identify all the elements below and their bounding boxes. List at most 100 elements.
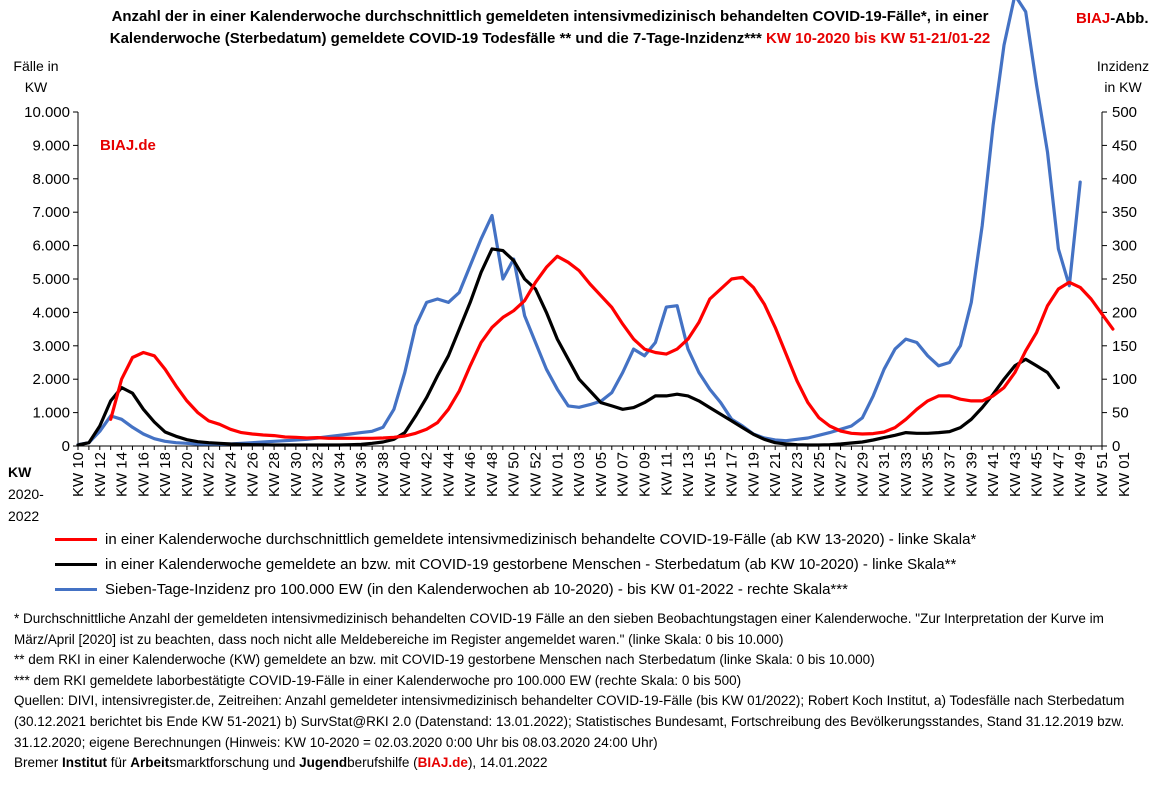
badge-red: BIAJ bbox=[1076, 10, 1111, 27]
title-line-2: Kalenderwoche (Sterbedatum) gemeldete CO… bbox=[30, 28, 1070, 50]
left-tick-label: 9.000 bbox=[32, 137, 70, 154]
x-tick-label: KW 30 bbox=[288, 452, 305, 497]
footnote-3: *** dem RKI gemeldete laborbestätigte CO… bbox=[14, 672, 742, 688]
x-tick-label: KW 11 bbox=[658, 452, 675, 496]
left-tick-label: 7.000 bbox=[32, 204, 70, 221]
left-tick-label: 1.000 bbox=[32, 405, 70, 422]
footnote-sources: Quellen: DIVI, intensivregister.de, Zeit… bbox=[14, 693, 1125, 750]
series-line-icu bbox=[109, 254, 1115, 440]
x-tick-label: KW 18 bbox=[157, 452, 174, 497]
legend-item-deaths: in einer Kalenderwoche gemeldete an bzw.… bbox=[55, 552, 976, 577]
right-tick-label: 50 bbox=[1112, 405, 1129, 422]
left-axis-label-2: KW bbox=[24, 79, 48, 95]
x-tick-label: KW 17 bbox=[724, 452, 741, 497]
x-tick-label: KW 34 bbox=[331, 452, 348, 497]
left-tick-label: 0 bbox=[62, 438, 70, 455]
publisher-part-bold: Institut bbox=[62, 755, 108, 771]
right-tick-label: 450 bbox=[1112, 137, 1137, 154]
x-tick-label: KW 15 bbox=[702, 452, 719, 497]
publisher-part-bold: Arbeit bbox=[130, 755, 170, 771]
x-tick-label: KW 33 bbox=[898, 452, 915, 497]
publisher-part: ), 14.01.2022 bbox=[467, 755, 548, 771]
x-axis-ticks: KW 10 KW 12 KW 14 KW 16 KW 18 KW 20 KW 22 KW 24… bbox=[70, 446, 1133, 497]
x-tick-label: KW 52 bbox=[528, 452, 545, 497]
legend-label-icu: in einer Kalenderwoche durchschnittlich … bbox=[105, 531, 977, 548]
x-tick-label: KW 09 bbox=[636, 452, 653, 497]
left-tick-label: 3.000 bbox=[32, 338, 70, 355]
series-lines bbox=[76, 0, 1115, 447]
legend-label-deaths: in einer Kalenderwoche gemeldete an bzw.… bbox=[105, 556, 957, 573]
publisher-part: Bremer bbox=[14, 755, 63, 771]
x-tick-label: KW 20 bbox=[179, 452, 196, 497]
x-tick-label: KW 13 bbox=[680, 452, 697, 497]
x-tick-label: KW 29 bbox=[854, 452, 871, 497]
left-axis-label: Fälle in KW bbox=[8, 56, 64, 98]
right-axis-ticks: 0 50 100 150 200 250 300 350 400 450 500 bbox=[1102, 104, 1137, 455]
right-axis-label-1: Inzidenz bbox=[1096, 58, 1150, 74]
left-axis-label-1: Fälle in bbox=[13, 58, 59, 74]
x-axis-label-2: 2020- bbox=[8, 486, 44, 502]
footnotes: * Durchschnittliche Anzahl der gemeldete… bbox=[14, 609, 1159, 774]
right-tick-label: 200 bbox=[1112, 304, 1137, 321]
x-tick-label: KW 21 bbox=[767, 452, 784, 497]
x-tick-label: KW 03 bbox=[571, 452, 588, 497]
left-tick-label: 4.000 bbox=[32, 304, 70, 321]
x-tick-label: KW 10 bbox=[70, 452, 87, 497]
x-tick-label: KW 28 bbox=[266, 452, 283, 497]
left-tick-label: 5.000 bbox=[32, 271, 70, 288]
x-tick-label: KW 12 bbox=[92, 452, 109, 497]
x-axis-label: KW 2020- 2022 bbox=[8, 461, 64, 527]
series-line-deaths bbox=[76, 247, 1061, 447]
x-tick-label: KW 01 bbox=[549, 452, 566, 497]
x-tick-label: KW 25 bbox=[811, 452, 828, 497]
right-axis-label-2: in KW bbox=[1104, 79, 1142, 95]
footnote-publisher: Bremer Institut für Arbeitsmarktforschun… bbox=[14, 753, 1159, 774]
x-tick-label: KW 42 bbox=[419, 452, 436, 497]
x-tick-label: KW 39 bbox=[963, 452, 980, 497]
title-line-2-red: KW 10-2020 bis KW 51-21/01-22 bbox=[765, 30, 991, 47]
right-tick-label: 150 bbox=[1112, 338, 1137, 355]
x-tick-label: KW 46 bbox=[462, 452, 479, 497]
right-tick-label: 0 bbox=[1112, 438, 1120, 455]
x-tick-label: KW 22 bbox=[201, 452, 218, 497]
right-tick-label: 500 bbox=[1112, 104, 1137, 121]
x-tick-label: KW 36 bbox=[353, 452, 370, 497]
x-tick-label: KW 38 bbox=[375, 452, 392, 497]
legend: in einer Kalenderwoche durchschnittlich … bbox=[55, 527, 976, 602]
biaj-badge: BIAJ-Abb. bbox=[1076, 10, 1149, 27]
left-tick-label: 10.000 bbox=[24, 104, 70, 121]
x-tick-label: KW 01 bbox=[1116, 452, 1133, 497]
x-tick-label: KW 14 bbox=[114, 452, 131, 497]
right-tick-label: 350 bbox=[1112, 204, 1137, 221]
publisher-part: berufshilfe ( bbox=[347, 755, 418, 771]
x-tick-label: KW 40 bbox=[397, 452, 414, 497]
publisher-part: smarktforschung und bbox=[169, 755, 300, 771]
title-line-2-black: Kalenderwoche (Sterbedatum) gemeldete CO… bbox=[109, 30, 762, 47]
legend-item-icu: in einer Kalenderwoche durchschnittlich … bbox=[55, 527, 976, 552]
right-axis-label: Inzidenz in KW bbox=[1088, 56, 1158, 98]
x-tick-label: KW 23 bbox=[789, 452, 806, 497]
x-tick-label: KW 31 bbox=[876, 452, 893, 497]
chart-title: Anzahl der in einer Kalenderwoche durchs… bbox=[30, 6, 1070, 50]
publisher-link: BIAJ.de bbox=[417, 755, 468, 771]
x-tick-label: KW 07 bbox=[615, 452, 632, 497]
x-tick-label: KW 35 bbox=[920, 452, 937, 497]
right-tick-label: 300 bbox=[1112, 238, 1137, 255]
badge-black: -Abb. bbox=[1110, 10, 1149, 27]
left-tick-label: 2.000 bbox=[32, 371, 70, 388]
x-tick-label: KW 37 bbox=[941, 452, 958, 497]
legend-item-incidence: Sieben-Tage-Inzidenz pro 100.000 EW (in … bbox=[55, 577, 976, 602]
x-axis-label-3: 2022 bbox=[8, 508, 40, 524]
x-tick-label: KW 51 bbox=[1094, 452, 1111, 497]
x-tick-label: KW 43 bbox=[1007, 452, 1024, 497]
x-tick-label: KW 26 bbox=[244, 452, 261, 497]
publisher-part-bold: Jugend bbox=[299, 755, 348, 771]
x-tick-label: KW 05 bbox=[593, 452, 610, 497]
x-tick-label: KW 44 bbox=[440, 452, 457, 497]
x-tick-label: KW 49 bbox=[1072, 452, 1089, 497]
legend-swatch-icu bbox=[55, 538, 97, 541]
x-tick-label: KW 24 bbox=[223, 452, 240, 497]
left-axis-ticks: 0 1.000 2.000 3.000 4.000 5.000 6.000 7.000 8.00… bbox=[24, 104, 78, 455]
legend-label-incidence: Sieben-Tage-Inzidenz pro 100.000 EW (in … bbox=[105, 581, 848, 598]
